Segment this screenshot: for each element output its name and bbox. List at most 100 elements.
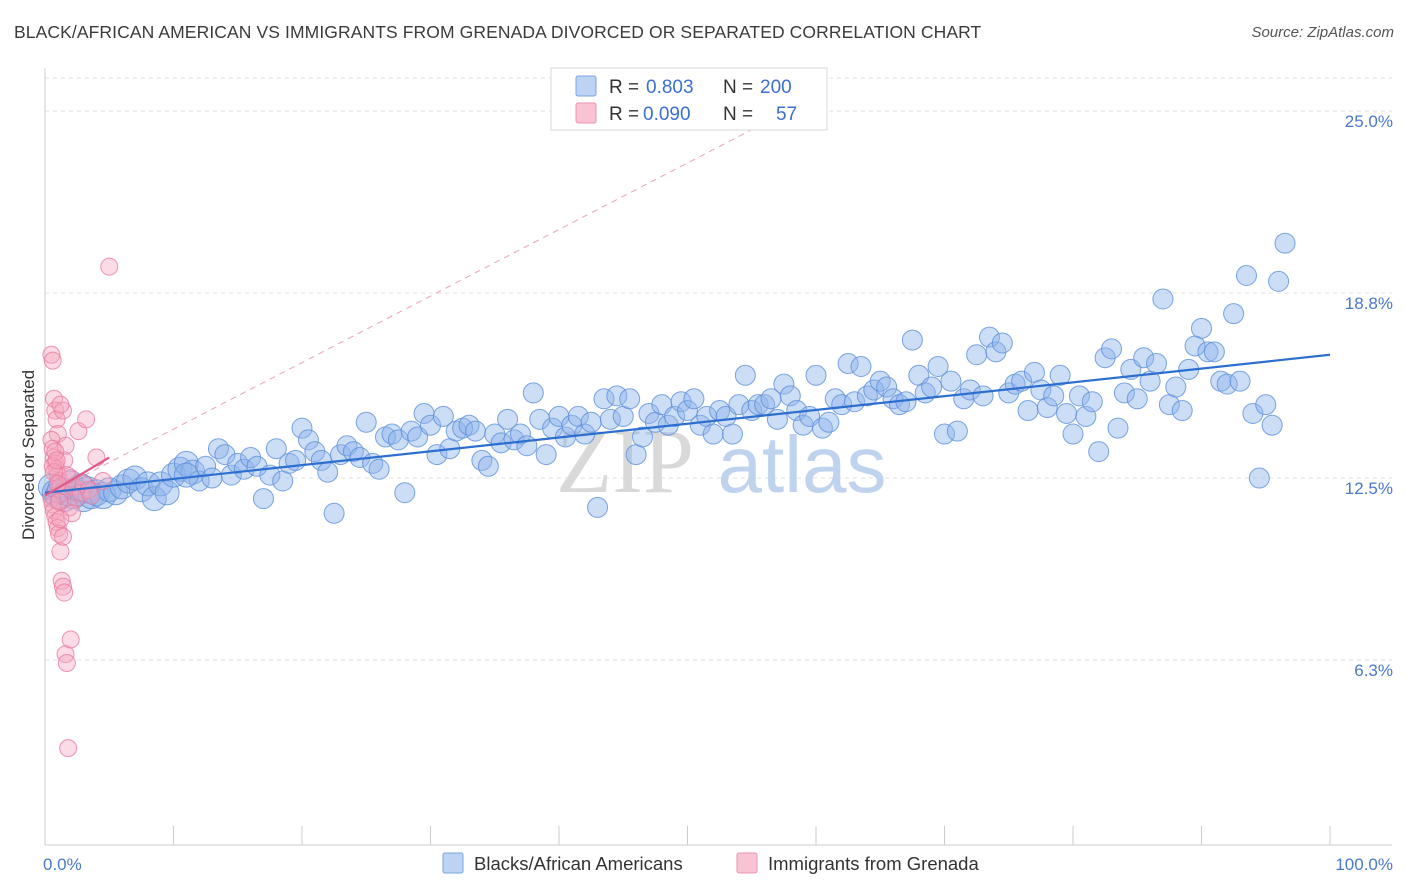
grenada-point-47 bbox=[51, 395, 70, 414]
blacks-point-107 bbox=[689, 414, 711, 436]
chart-source: Source: ZipAtlas.com bbox=[1251, 24, 1394, 41]
grenada-point-22 bbox=[51, 542, 70, 561]
blacks-point-61 bbox=[394, 482, 416, 504]
blacks-point-22 bbox=[141, 486, 167, 512]
y-tick-label-2: 12.5% bbox=[1345, 479, 1393, 498]
blacks-point-92 bbox=[593, 388, 615, 410]
blacks-point-158 bbox=[1017, 400, 1039, 422]
watermark-zip: ZIP bbox=[556, 410, 694, 512]
blacks-point-134 bbox=[863, 379, 885, 401]
blacks-point-129 bbox=[831, 394, 853, 416]
blacks-point-126 bbox=[811, 417, 833, 439]
pink-trend-dashed bbox=[44, 95, 817, 497]
grenada-point-4 bbox=[47, 410, 66, 429]
blacks-point-187 bbox=[1203, 341, 1225, 363]
blacks-point-42 bbox=[272, 470, 294, 492]
blacks-point-47 bbox=[304, 441, 326, 463]
blacks-point-164 bbox=[1056, 402, 1078, 424]
blacks-point-113 bbox=[728, 394, 750, 416]
grenada-point-56 bbox=[61, 630, 80, 649]
blacks-point-39 bbox=[252, 488, 274, 510]
blacks-point-53 bbox=[342, 441, 364, 463]
data-points bbox=[37, 232, 1296, 758]
blacks-point-85 bbox=[548, 405, 570, 427]
blacks-point-78 bbox=[503, 429, 525, 451]
blacks-point-168 bbox=[1081, 391, 1103, 413]
axes bbox=[44, 68, 1392, 846]
blacks-point-171 bbox=[1101, 338, 1123, 360]
legend-swatch-pink bbox=[575, 102, 597, 124]
blacks-point-105 bbox=[677, 400, 698, 422]
blacks-point-48 bbox=[310, 449, 332, 471]
blacks-point-159 bbox=[1023, 361, 1045, 383]
blacks-point-199 bbox=[173, 462, 199, 488]
y-axis-label: Divorced or Separated bbox=[19, 370, 38, 540]
blacks-point-37 bbox=[240, 447, 262, 468]
legend-n-value-1: 200 bbox=[760, 77, 792, 98]
blacks-point-181 bbox=[1165, 376, 1187, 398]
blacks-point-197 bbox=[1268, 270, 1290, 292]
grenada-point-17 bbox=[44, 501, 63, 520]
blacks-point-91 bbox=[587, 496, 609, 518]
series-legend: Blacks/African Americans Immigrants from… bbox=[442, 852, 979, 874]
chart-title: BLACK/AFRICAN AMERICAN VS IMMIGRANTS FRO… bbox=[14, 22, 982, 42]
grenada-point-40 bbox=[100, 257, 119, 276]
blacks-point-74 bbox=[477, 455, 499, 477]
blacks-point-80 bbox=[516, 435, 538, 457]
blacks-point-98 bbox=[632, 426, 654, 448]
blacks-point-116 bbox=[747, 394, 769, 416]
series-label-blacks: Blacks/African Americans bbox=[474, 853, 683, 874]
blacks-point-50 bbox=[323, 502, 345, 524]
blacks-point-130 bbox=[837, 353, 859, 375]
blacks-point-97 bbox=[625, 444, 647, 466]
series-label-grenada: Immigrants from Grenada bbox=[768, 853, 979, 874]
grenada-point-46 bbox=[62, 504, 81, 523]
blacks-point-190 bbox=[1223, 303, 1245, 325]
blacks-point-189 bbox=[1216, 373, 1238, 395]
blacks-point-120 bbox=[773, 373, 795, 395]
blacks-point-173 bbox=[1113, 382, 1135, 404]
blacks-point-109 bbox=[702, 423, 724, 445]
blacks-point-143 bbox=[921, 376, 943, 398]
blacks-point-140 bbox=[901, 329, 923, 351]
blacks-point-163 bbox=[1049, 364, 1071, 386]
blacks-point-90 bbox=[580, 411, 602, 433]
legend-box bbox=[550, 67, 828, 131]
blacks-point-136 bbox=[876, 376, 898, 398]
blacks-point-182 bbox=[1171, 400, 1193, 422]
grenada-point-35 bbox=[77, 410, 96, 429]
y-tick-label-0: 25.0% bbox=[1345, 112, 1393, 131]
blacks-point-175 bbox=[1126, 388, 1148, 410]
blacks-point-165 bbox=[1062, 423, 1084, 445]
blacks-point-162 bbox=[1043, 385, 1065, 407]
trend-lines bbox=[44, 353, 1331, 497]
blacks-point-65 bbox=[420, 414, 441, 436]
legend-r-label-1: R = bbox=[609, 77, 639, 98]
blacks-point-170 bbox=[1094, 347, 1116, 369]
blacks-point-154 bbox=[991, 332, 1013, 354]
blacks-point-33 bbox=[214, 444, 236, 466]
blacks-point-23 bbox=[148, 471, 174, 497]
blacks-point-161 bbox=[1036, 397, 1058, 419]
x-tick-label-0: 0.0% bbox=[43, 855, 82, 874]
blacks-point-57 bbox=[368, 458, 390, 480]
grenada-point-38 bbox=[87, 448, 106, 467]
grenada-point-37 bbox=[82, 486, 101, 505]
blacks-point-193 bbox=[1242, 402, 1264, 424]
grenada-point-53 bbox=[50, 492, 69, 511]
blacks-point-150 bbox=[966, 344, 988, 366]
blacks-point-195 bbox=[1255, 394, 1277, 416]
blacks-point-179 bbox=[1152, 288, 1174, 310]
blacks-point-178 bbox=[1146, 353, 1168, 375]
blacks-point-83 bbox=[535, 444, 557, 466]
blacks-point-132 bbox=[850, 355, 872, 377]
blacks-point-196 bbox=[1261, 414, 1283, 436]
grenada-point-54 bbox=[51, 510, 70, 529]
blacks-point-34 bbox=[220, 464, 242, 486]
y-tick-labels: 25.0% 18.8% 12.5% 6.3% bbox=[1345, 112, 1393, 680]
blacks-point-191 bbox=[1229, 370, 1251, 392]
blacks-point-93 bbox=[599, 408, 621, 430]
blacks-point-94 bbox=[606, 385, 628, 407]
blacks-point-146 bbox=[940, 370, 962, 392]
y-tick-label-3: 6.3% bbox=[1354, 661, 1393, 680]
